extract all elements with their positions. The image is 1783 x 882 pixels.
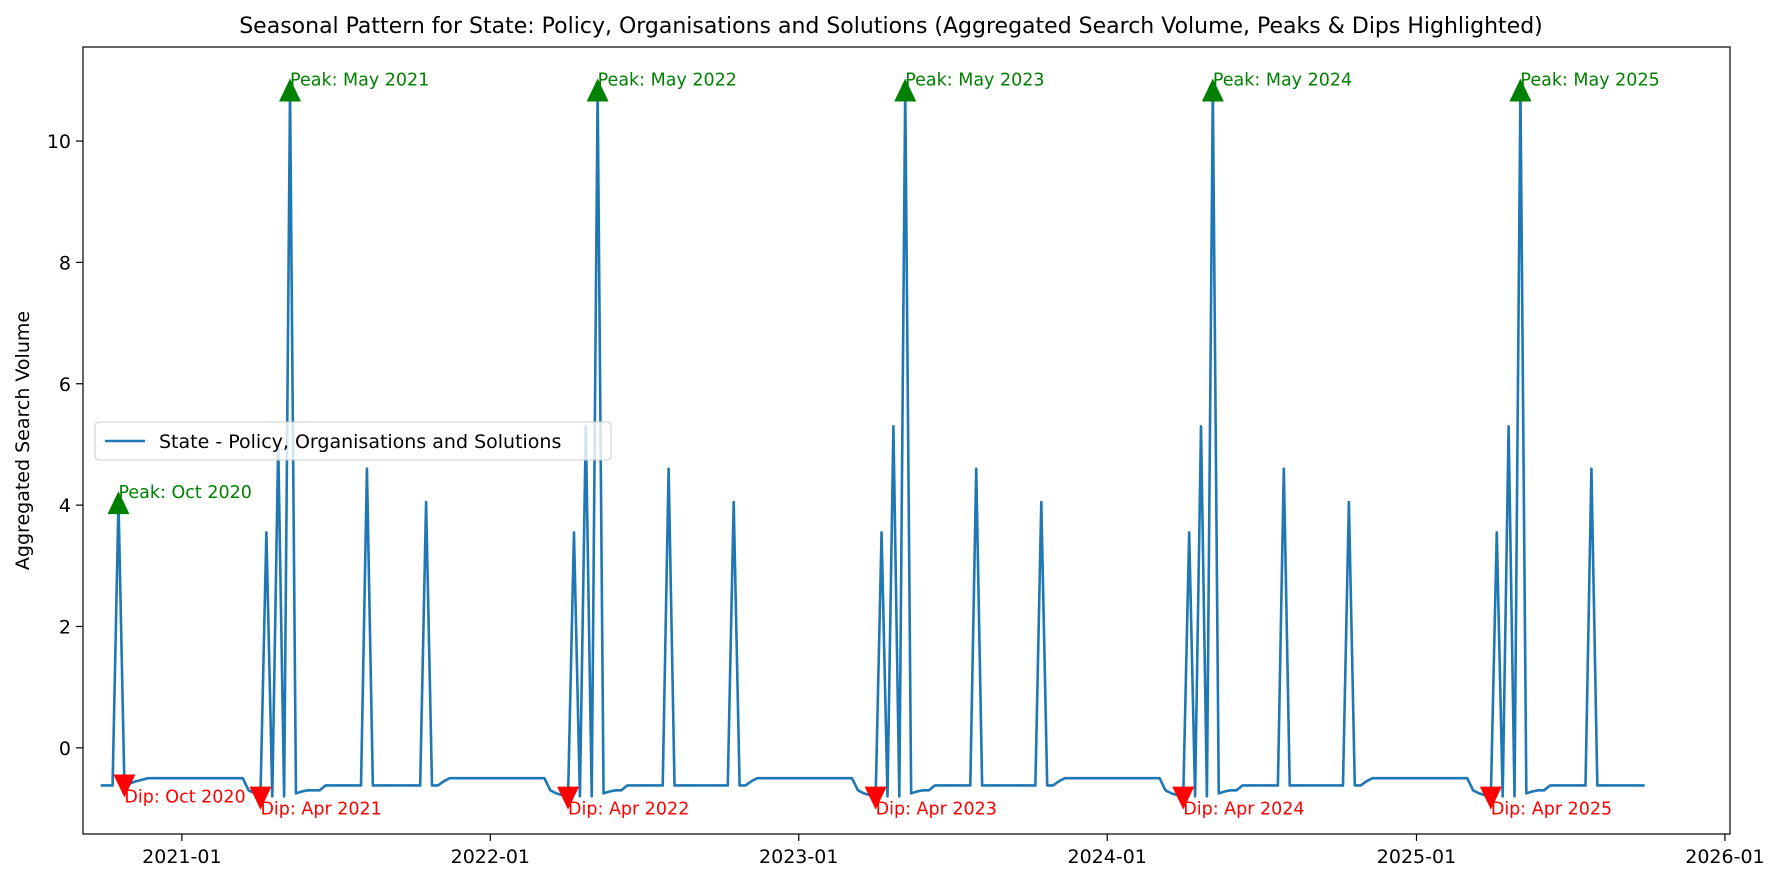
dip-label: Dip: Apr 2022 [568,800,689,820]
peak-marker [1201,78,1224,102]
peak-label: Peak: May 2025 [1520,70,1659,90]
y-tick-label: 4 [59,495,71,517]
peak-marker [894,78,917,102]
dip-label: Dip: Apr 2021 [260,800,381,820]
peak-label: Peak: May 2023 [905,70,1044,90]
peak-label: Peak: Oct 2020 [118,483,251,503]
peak-label: Peak: May 2022 [598,70,737,90]
y-tick-label: 6 [59,374,71,396]
x-tick-label: 2021-01 [142,846,221,868]
dip-label: Dip: Oct 2020 [124,787,245,807]
peak-marker [1509,78,1532,102]
dip-marker [1479,786,1502,810]
x-tick-label: 2024-01 [1068,846,1147,868]
dip-label: Dip: Apr 2025 [1491,800,1612,820]
peak-label: Peak: May 2021 [290,70,429,90]
x-tick-label: 2025-01 [1377,846,1456,868]
x-tick-label: 2023-01 [759,846,838,868]
chart-title: Seasonal Pattern for State: Policy, Orga… [239,14,1543,39]
dip-marker [864,786,887,810]
axis-ticks: 2021-01 2022-01 2023-01 2024-01 2025-01 2026-… [47,131,1765,868]
dip-marker [557,786,580,810]
peak-marker [279,78,302,102]
dip-label: Dip: Apr 2024 [1183,800,1304,820]
peak-label: Peak: May 2024 [1213,70,1352,90]
dip-label: Dip: Apr 2023 [876,800,997,820]
dip-marker [249,786,272,810]
peak-dip-markers: Peak: Oct 2020 Peak: May 2021 Peak: May 20… [107,70,1660,820]
legend-box [94,421,612,461]
peak-marker [586,78,609,102]
plot-frame [82,46,1731,835]
dip-marker [1172,786,1195,810]
y-axis-label: Aggregated Search Volume [12,311,34,570]
y-tick-label: 2 [59,616,71,638]
peak-marker [107,491,130,515]
y-tick-label: 8 [59,252,71,274]
legend-entry: State - Policy, Organisations and Soluti… [159,431,561,453]
x-tick-label: 2026-01 [1685,846,1764,868]
x-tick-label: 2022-01 [451,846,530,868]
legend: State - Policy, Organisations and Soluti… [94,421,612,461]
y-tick-label: 0 [59,738,71,760]
dip-marker [113,774,136,798]
y-tick-label: 10 [47,131,71,153]
